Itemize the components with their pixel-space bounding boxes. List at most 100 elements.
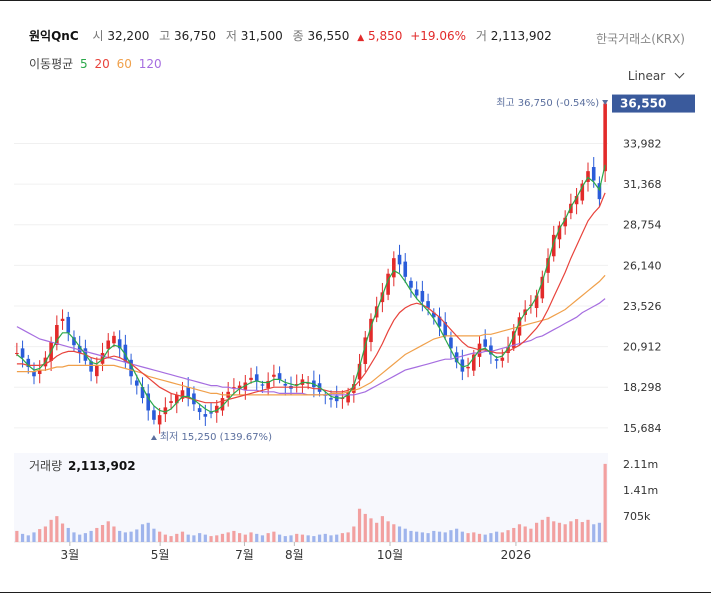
volume-bar — [277, 534, 282, 542]
candle-body — [437, 316, 442, 327]
candle-body — [163, 407, 168, 415]
volume-bar — [517, 524, 522, 542]
volume-bar — [580, 522, 584, 542]
candle-body — [409, 280, 413, 288]
close-value: 36,550 — [307, 29, 350, 43]
candle-body — [283, 383, 288, 386]
volume-bar — [466, 533, 470, 542]
price-tick-label: 23,526 — [623, 300, 662, 313]
candle-body — [272, 374, 276, 377]
volume-label: 거 — [475, 29, 487, 43]
candle-body — [129, 359, 133, 377]
volume-bar — [158, 531, 162, 542]
candle-body — [106, 340, 111, 349]
candle-body — [220, 398, 225, 411]
price-tick-label: 26,140 — [623, 259, 662, 272]
candle-body — [26, 358, 31, 367]
volume-bar — [49, 519, 53, 542]
candle-body — [140, 386, 145, 399]
candle-body — [466, 366, 470, 369]
volume-bar — [403, 528, 407, 542]
candle-body — [60, 318, 65, 321]
volume-bar — [215, 535, 219, 542]
volume-bar — [43, 526, 48, 542]
candle-body — [431, 312, 436, 318]
high-marker-icon — [602, 100, 609, 105]
volume-bar — [203, 534, 207, 542]
candle-body — [209, 412, 213, 414]
volume-bar — [169, 536, 173, 542]
candle-body — [546, 258, 550, 273]
volume-bar — [415, 531, 419, 542]
volume-bar — [489, 533, 493, 542]
high-marker-label: 최고 36,750 (-0.54%) — [496, 97, 599, 109]
volume-bar — [397, 526, 402, 542]
volume-bar — [66, 527, 70, 542]
price-tick-label: 31,368 — [623, 178, 662, 191]
volume-bar — [198, 533, 202, 542]
candle-body — [329, 398, 333, 400]
candle-body — [460, 359, 465, 372]
ma5-legend[interactable]: 5 — [80, 57, 88, 71]
volume-bar — [249, 532, 253, 542]
candle-body — [306, 382, 310, 384]
volume-bar — [112, 526, 116, 542]
candle-body — [574, 196, 579, 205]
ma20-legend[interactable]: 20 — [94, 57, 110, 71]
volume-bar — [106, 521, 110, 542]
scale-dropdown-value: Linear — [627, 69, 666, 83]
candle-body — [506, 346, 510, 354]
quote-header: 원익QnC 시 32,200 고 36,750 저 31,500 종 36,55… — [29, 27, 556, 44]
volume-bar — [220, 533, 225, 542]
ma60-legend[interactable]: 60 — [116, 57, 132, 71]
volume-bar — [449, 530, 453, 542]
volume-bar — [512, 527, 516, 542]
candle-body — [89, 361, 93, 372]
ma120-legend[interactable]: 120 — [138, 57, 162, 71]
candle-body — [420, 290, 425, 302]
x-axis-label: 8월 — [285, 548, 304, 562]
scale-dropdown[interactable]: Linear — [627, 68, 685, 83]
candle-body — [483, 339, 488, 347]
high-label: 고 — [159, 29, 171, 43]
volume-bar — [500, 532, 504, 542]
volume-bar — [78, 534, 82, 542]
volume-bar — [546, 516, 550, 542]
candle-body — [569, 203, 573, 214]
ma60-line — [16, 274, 606, 396]
low-value: 31,500 — [240, 29, 283, 43]
candle-body — [392, 258, 396, 278]
candle-body — [511, 331, 516, 348]
volume-bar — [357, 508, 362, 542]
volume-bar — [312, 536, 316, 542]
up-arrow-icon: ▲ — [357, 33, 365, 43]
volume-bar — [118, 530, 122, 542]
volume-bar — [340, 533, 345, 542]
volume-bar — [60, 523, 65, 542]
candle-body — [426, 301, 430, 308]
candle-body — [471, 354, 476, 371]
candle-body — [72, 337, 76, 346]
top-border — [0, 0, 711, 1]
volume-bar — [146, 522, 150, 542]
candle-body — [260, 384, 265, 386]
volume-bar — [552, 521, 556, 542]
volume-bar — [437, 531, 442, 542]
candle-body — [580, 183, 585, 201]
x-axis-label: 2026 — [501, 548, 532, 562]
candle-body — [534, 295, 539, 309]
candle-body — [266, 380, 270, 389]
candle-body — [494, 359, 499, 361]
candle-body — [414, 289, 419, 296]
volume-bar — [603, 463, 607, 542]
exchange-name: 한국거래소(KRX) — [596, 32, 685, 46]
candle-body — [249, 377, 253, 380]
candle-body — [152, 410, 156, 420]
volume-bar — [55, 516, 59, 542]
bottom-border — [0, 592, 711, 593]
volume-bar — [238, 533, 242, 542]
volume-bar — [346, 532, 350, 542]
candle-body — [449, 337, 453, 349]
candle-body — [277, 373, 282, 380]
